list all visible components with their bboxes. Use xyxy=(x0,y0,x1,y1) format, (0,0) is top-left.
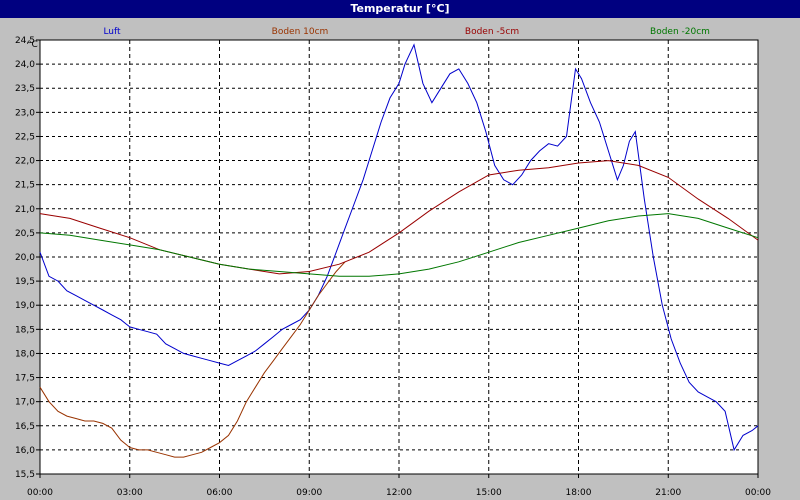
y-tick-label: 22,5 xyxy=(15,132,35,142)
y-tick-label: 15,5 xyxy=(15,470,35,480)
x-tick-time: 15:00 xyxy=(476,488,502,498)
x-axis: 00:0016.06.2003:0016.06.2006:0016.06.200… xyxy=(27,474,771,498)
y-tick-label: 23,0 xyxy=(15,108,35,118)
legend-entry: Boden -20cm xyxy=(650,27,710,37)
temperature-chart: 15,5 16,0 16,5 17,0 17,5 18,0 18,5 19,0 19,5 20,0… xyxy=(15,27,771,498)
x-tick-time: 12:00 xyxy=(386,488,412,498)
y-tick-label: 24,0 xyxy=(15,60,35,70)
y-tick-label: 20,5 xyxy=(15,229,35,239)
y-tick-label: 20,0 xyxy=(15,253,35,263)
y-tick-label: 23,5 xyxy=(15,84,35,94)
legend-entry: Boden 10cm xyxy=(272,27,329,37)
series-line-boden-10cm xyxy=(39,261,346,458)
x-tick-time: 18:00 xyxy=(566,488,592,498)
legend-entry: Luft xyxy=(103,27,121,37)
y-tick-label: 19,0 xyxy=(15,301,35,311)
x-tick-time: 00:00 xyxy=(27,488,53,498)
x-tick-time: 00:00 xyxy=(745,488,771,498)
grid-lines xyxy=(40,40,758,474)
series-line-luft xyxy=(39,43,759,452)
y-tick-label: 19,5 xyxy=(15,277,35,287)
window-title: Temperatur [°C] xyxy=(0,0,800,18)
y-tick-label: 18,5 xyxy=(15,325,35,335)
y-tick-label: 24,5 xyxy=(15,36,35,46)
y-unit-label: °C xyxy=(27,40,38,50)
x-tick-time: 09:00 xyxy=(296,488,322,498)
x-tick-time: 06:00 xyxy=(207,488,233,498)
x-tick-time: 03:00 xyxy=(117,488,143,498)
y-tick-label: 21,0 xyxy=(15,205,35,215)
y-tick-label: 16,0 xyxy=(15,446,35,456)
y-tick-label: 17,0 xyxy=(15,398,35,408)
y-tick-label: 16,5 xyxy=(15,422,35,432)
legend: Luft Boden 10cm Boden -5cm Boden -20cm xyxy=(103,27,710,37)
y-tick-label: 17,5 xyxy=(15,374,35,384)
y-tick-label: 22,0 xyxy=(15,157,35,167)
series-line-boden-20cm xyxy=(39,213,759,277)
x-tick-time: 21:00 xyxy=(655,488,681,498)
y-axis: 15,5 16,0 16,5 17,0 17,5 18,0 18,5 19,0 19,5 20,0… xyxy=(15,36,40,480)
legend-entry: Boden -5cm xyxy=(465,27,519,37)
y-tick-label: 21,5 xyxy=(15,181,35,191)
y-tick-label: 18,0 xyxy=(15,349,35,359)
data-series xyxy=(39,43,759,458)
